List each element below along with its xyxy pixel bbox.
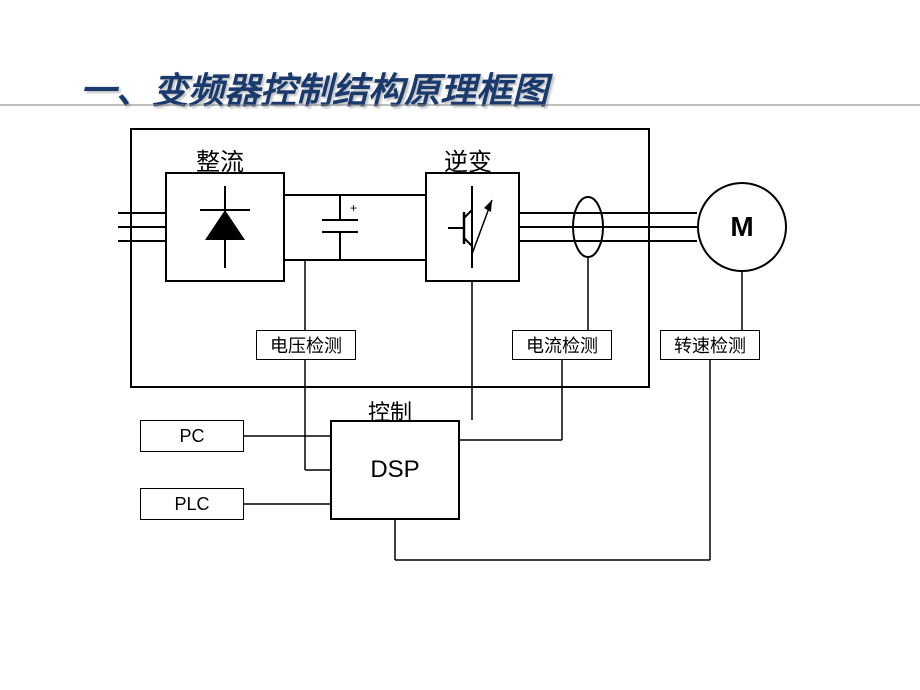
current-detection-label: 电流检测 — [526, 332, 598, 358]
speed-detection-label: 转速检测 — [674, 332, 746, 358]
inverter-box — [425, 172, 520, 282]
rectifier-box — [165, 172, 285, 282]
slide-title: 一、变频器控制结构原理框图 — [80, 62, 548, 114]
dsp-box: DSP — [330, 420, 460, 520]
current-detection-box: 电流检测 — [512, 330, 612, 360]
motor-symbol: M — [697, 182, 787, 272]
pc-box: PC — [140, 420, 244, 452]
speed-detection-box: 转速检测 — [660, 330, 760, 360]
plc-box: PLC — [140, 488, 244, 520]
title-underline — [0, 104, 920, 106]
voltage-detection-label: 电压检测 — [270, 332, 342, 358]
voltage-detection-box: 电压检测 — [256, 330, 356, 360]
motor-label: M — [730, 211, 753, 243]
pc-label: PC — [179, 426, 204, 447]
plc-label: PLC — [174, 494, 209, 515]
dsp-label: DSP — [370, 456, 419, 484]
